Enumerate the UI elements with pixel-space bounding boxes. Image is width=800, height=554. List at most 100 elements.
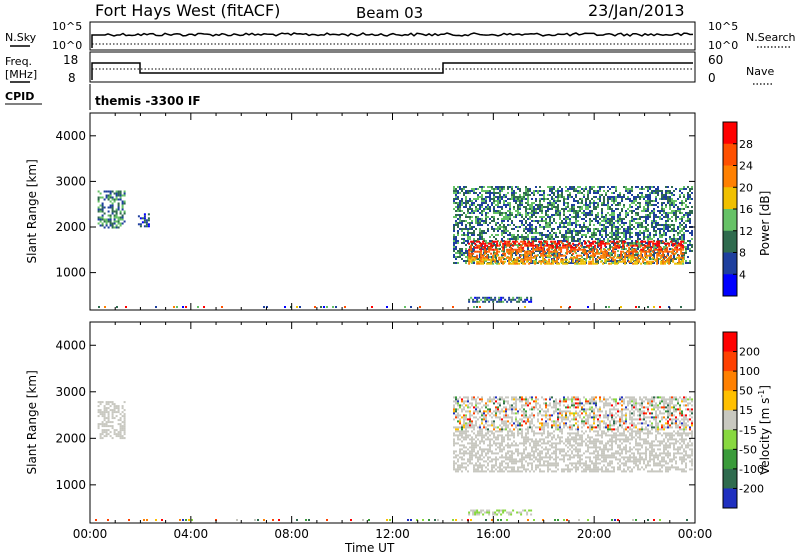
data-cell xyxy=(473,188,475,190)
data-cell xyxy=(485,410,487,413)
data-cell xyxy=(631,202,633,204)
data-cell xyxy=(483,410,485,413)
data-cell xyxy=(571,230,573,232)
data-cell xyxy=(463,228,465,230)
data-cell xyxy=(115,194,118,197)
data-cell xyxy=(513,434,515,437)
data-cell xyxy=(512,248,515,251)
data-cell xyxy=(677,240,679,242)
data-cell xyxy=(101,415,104,418)
data-cell xyxy=(495,456,497,459)
data-cell xyxy=(555,422,557,425)
data-cell xyxy=(490,248,493,251)
data-cell xyxy=(555,420,557,423)
data-cell xyxy=(669,248,671,250)
data-cell xyxy=(511,410,513,413)
data-cell xyxy=(560,306,562,308)
data-cell xyxy=(600,260,603,263)
data-cell xyxy=(529,188,531,190)
data-cell xyxy=(526,242,529,245)
data-cell xyxy=(469,216,471,218)
data-cell xyxy=(668,262,671,265)
data-cell xyxy=(513,466,515,469)
data-cell xyxy=(518,300,521,303)
data-cell xyxy=(540,242,543,245)
data-cell xyxy=(101,210,104,213)
data-cell xyxy=(685,188,687,190)
data-cell xyxy=(506,256,509,259)
data-cell xyxy=(469,422,471,425)
data-cell xyxy=(495,430,497,433)
data-cell xyxy=(487,420,489,423)
data-cell xyxy=(656,242,659,245)
data-cell xyxy=(637,218,639,220)
data-cell xyxy=(539,410,541,413)
data-cell xyxy=(467,222,469,224)
data-cell xyxy=(459,450,461,453)
data-cell xyxy=(480,248,483,251)
data-cell xyxy=(640,254,643,257)
data-cell xyxy=(485,214,487,216)
data-cell xyxy=(457,226,459,228)
data-cell xyxy=(503,422,505,425)
data-cell xyxy=(535,398,537,401)
data-cell xyxy=(505,454,507,457)
data-cell xyxy=(501,220,503,222)
data-cell xyxy=(561,192,563,194)
data-cell xyxy=(527,228,529,230)
data-cell xyxy=(539,234,541,236)
data-cell xyxy=(530,252,533,255)
data-cell xyxy=(535,226,537,228)
data-cell xyxy=(503,440,505,443)
data-cell xyxy=(682,240,685,243)
data-cell xyxy=(548,252,551,255)
data-cell xyxy=(495,234,497,236)
data-cell xyxy=(681,200,683,202)
data-cell xyxy=(628,250,631,253)
data-cell xyxy=(484,244,487,247)
data-cell xyxy=(485,426,487,429)
data-cell xyxy=(477,402,479,405)
data-cell xyxy=(559,402,561,405)
data-cell xyxy=(632,262,635,265)
data-cell xyxy=(553,198,555,200)
data-cell xyxy=(510,242,513,245)
data-cell xyxy=(469,426,471,429)
data-cell xyxy=(657,246,659,248)
data-cell xyxy=(553,464,555,467)
data-cell xyxy=(595,218,597,220)
data-cell xyxy=(455,214,457,216)
data-cell xyxy=(117,407,120,410)
data-cell xyxy=(610,240,613,243)
data-cell xyxy=(486,296,489,299)
data-cell xyxy=(470,246,473,249)
data-cell xyxy=(585,202,587,204)
data-cell xyxy=(664,248,667,251)
data-cell xyxy=(644,262,647,265)
data-cell xyxy=(455,236,457,238)
data-cell xyxy=(611,250,613,252)
data-cell xyxy=(463,446,465,449)
data-cell xyxy=(569,246,571,248)
data-cell xyxy=(109,405,112,408)
data-cell xyxy=(577,224,579,226)
data-cell xyxy=(563,410,565,413)
data-cell xyxy=(601,214,603,216)
data-cell xyxy=(685,248,687,250)
data-cell xyxy=(622,260,625,263)
data-cell xyxy=(335,306,337,308)
data-cell xyxy=(473,238,475,240)
data-cell xyxy=(511,244,513,246)
data-cell xyxy=(563,456,565,459)
data-cell xyxy=(541,428,543,431)
data-cell xyxy=(475,422,477,425)
data-cell xyxy=(504,240,507,243)
data-cell xyxy=(453,452,455,455)
data-cell xyxy=(123,210,126,213)
data-cell xyxy=(595,228,597,230)
data-cell xyxy=(471,396,473,399)
data-cell xyxy=(480,258,483,261)
data-cell xyxy=(521,470,523,473)
data-cell xyxy=(551,196,553,198)
data-cell xyxy=(531,228,533,230)
